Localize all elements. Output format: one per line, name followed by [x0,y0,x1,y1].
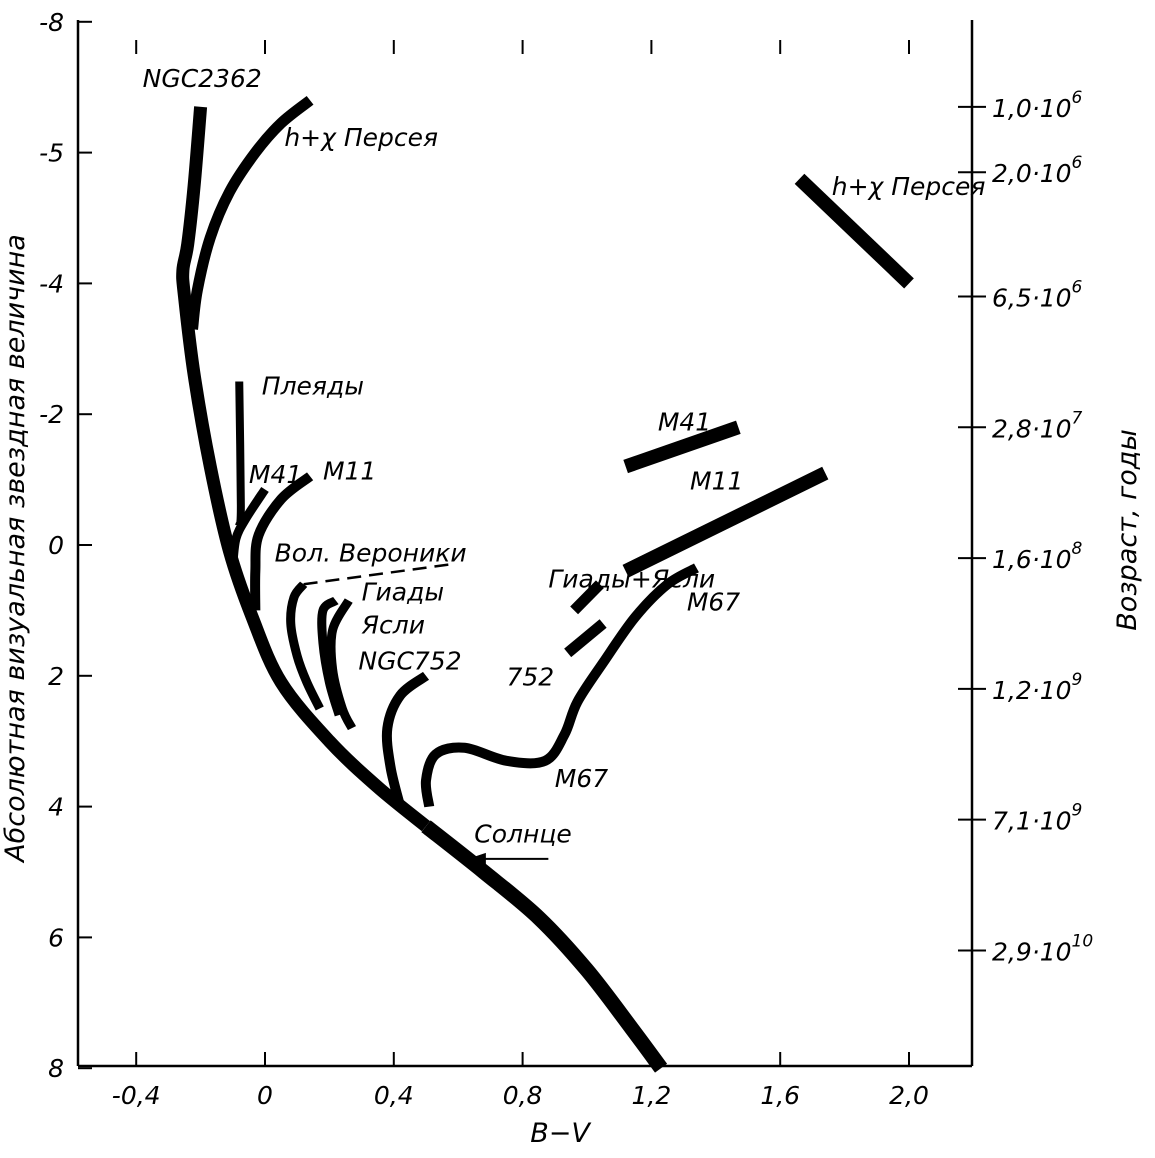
y-tick-label: -2 [39,400,64,429]
y-tick-label: -8 [39,8,64,37]
sequence-M11 giants [622,466,829,578]
cluster-label: M11 [323,457,376,486]
cluster-label: Вол. Вероники [275,538,467,567]
age-tick-label: 6,5·106 [992,277,1083,312]
cluster-label: 752 [507,663,555,692]
cluster-label: h+χ Персея [284,123,438,152]
sequence-Ясли [326,598,356,731]
age-tick-label: 2,8·107 [992,408,1083,443]
y-tick-label: 2 [48,662,64,691]
x-tick-label: 2,0 [889,1081,929,1110]
sequence-Плеяды [235,381,245,528]
cluster-label: M11 [690,466,743,495]
cluster-label: M67 [555,764,608,793]
cluster-label: NGC752 [358,646,461,675]
age-axis-title: Возраст, годы [1112,429,1143,631]
age-ticks: 1,0·106 2,0·106 6,5·106 2,8·107 1,6·108 1,2·1… [958,88,1093,966]
x-tick-label: 0 [257,1081,273,1110]
sequence-Solar track [421,820,668,1073]
cluster-label: Гиады [362,578,445,607]
y-tick-label: 8 [48,1054,64,1083]
age-tick-label: 7,1·109 [992,801,1082,836]
cluster-sequences [176,95,914,1073]
sequence-M67 [420,563,699,808]
sequence-Гиады+Ясли giants [570,580,604,615]
axes-frame [76,20,974,1068]
cluster-label: NGC2362 [143,64,262,93]
dashed-connector [303,563,449,586]
cluster-label: M41 [658,408,711,437]
y-tick-label: -4 [39,269,64,298]
x-tick-label: 1,2 [632,1081,672,1110]
sequence-NGC2362 [176,106,431,832]
cluster-label: Плеяды [262,372,364,401]
cluster-label: Гиады+Ясли [548,565,715,594]
x-axis-title: B−V [530,1118,592,1149]
sun-arrow-head [467,852,486,865]
sequence-Вол. Вероники [286,581,324,711]
y-tick-label: 4 [48,793,64,822]
cluster-label: M41 [249,460,302,489]
x-tick-label: 0,4 [374,1081,414,1110]
y-axis-title: Абсолютная визуальная звездная величина [0,234,31,864]
y-ticks: -8 -5 -4 -2 0 2 4 6 8 [39,8,92,1083]
sequence-M41 [228,486,269,566]
x-tick-label: 1,6 [760,1081,800,1110]
cluster-label: h+χ Персея [832,172,986,201]
age-tick-label: 1,0·106 [992,88,1083,123]
y-tick-label: 6 [48,923,64,952]
cluster-label: M67 [687,587,740,616]
age-tick-label: 2,0·106 [992,153,1083,188]
x-tick-label: 0,8 [503,1081,543,1110]
y-tick-label: -5 [39,139,64,168]
sequence-M11 [250,472,314,611]
age-tick-label: 2,9·1010 [992,931,1093,966]
age-tick-label: 1,6·108 [992,539,1083,574]
sequence-752 giants [564,619,607,658]
sequence-h+χ Персея [187,95,314,330]
cluster-label: Солнце [474,820,571,849]
x-ticks: -0,4 0 0,4 0,8 1,2 1,6 2,0 [112,40,929,1110]
cluster-labels: NGC2362 h+χ Персея h+χ Персея Плеяды M41 M11 В… [143,64,986,848]
cluster-label: Ясли [361,610,425,639]
age-tick-label: 1,2·109 [992,670,1082,705]
x-tick-label: -0,4 [112,1081,161,1110]
sequence-Гиады [317,596,344,717]
sequence-h+χ Персея giants [794,173,914,289]
y-tick-label: 0 [48,531,64,560]
sequence-M41 giants [623,420,741,474]
sequence-NGC752 [381,671,430,808]
